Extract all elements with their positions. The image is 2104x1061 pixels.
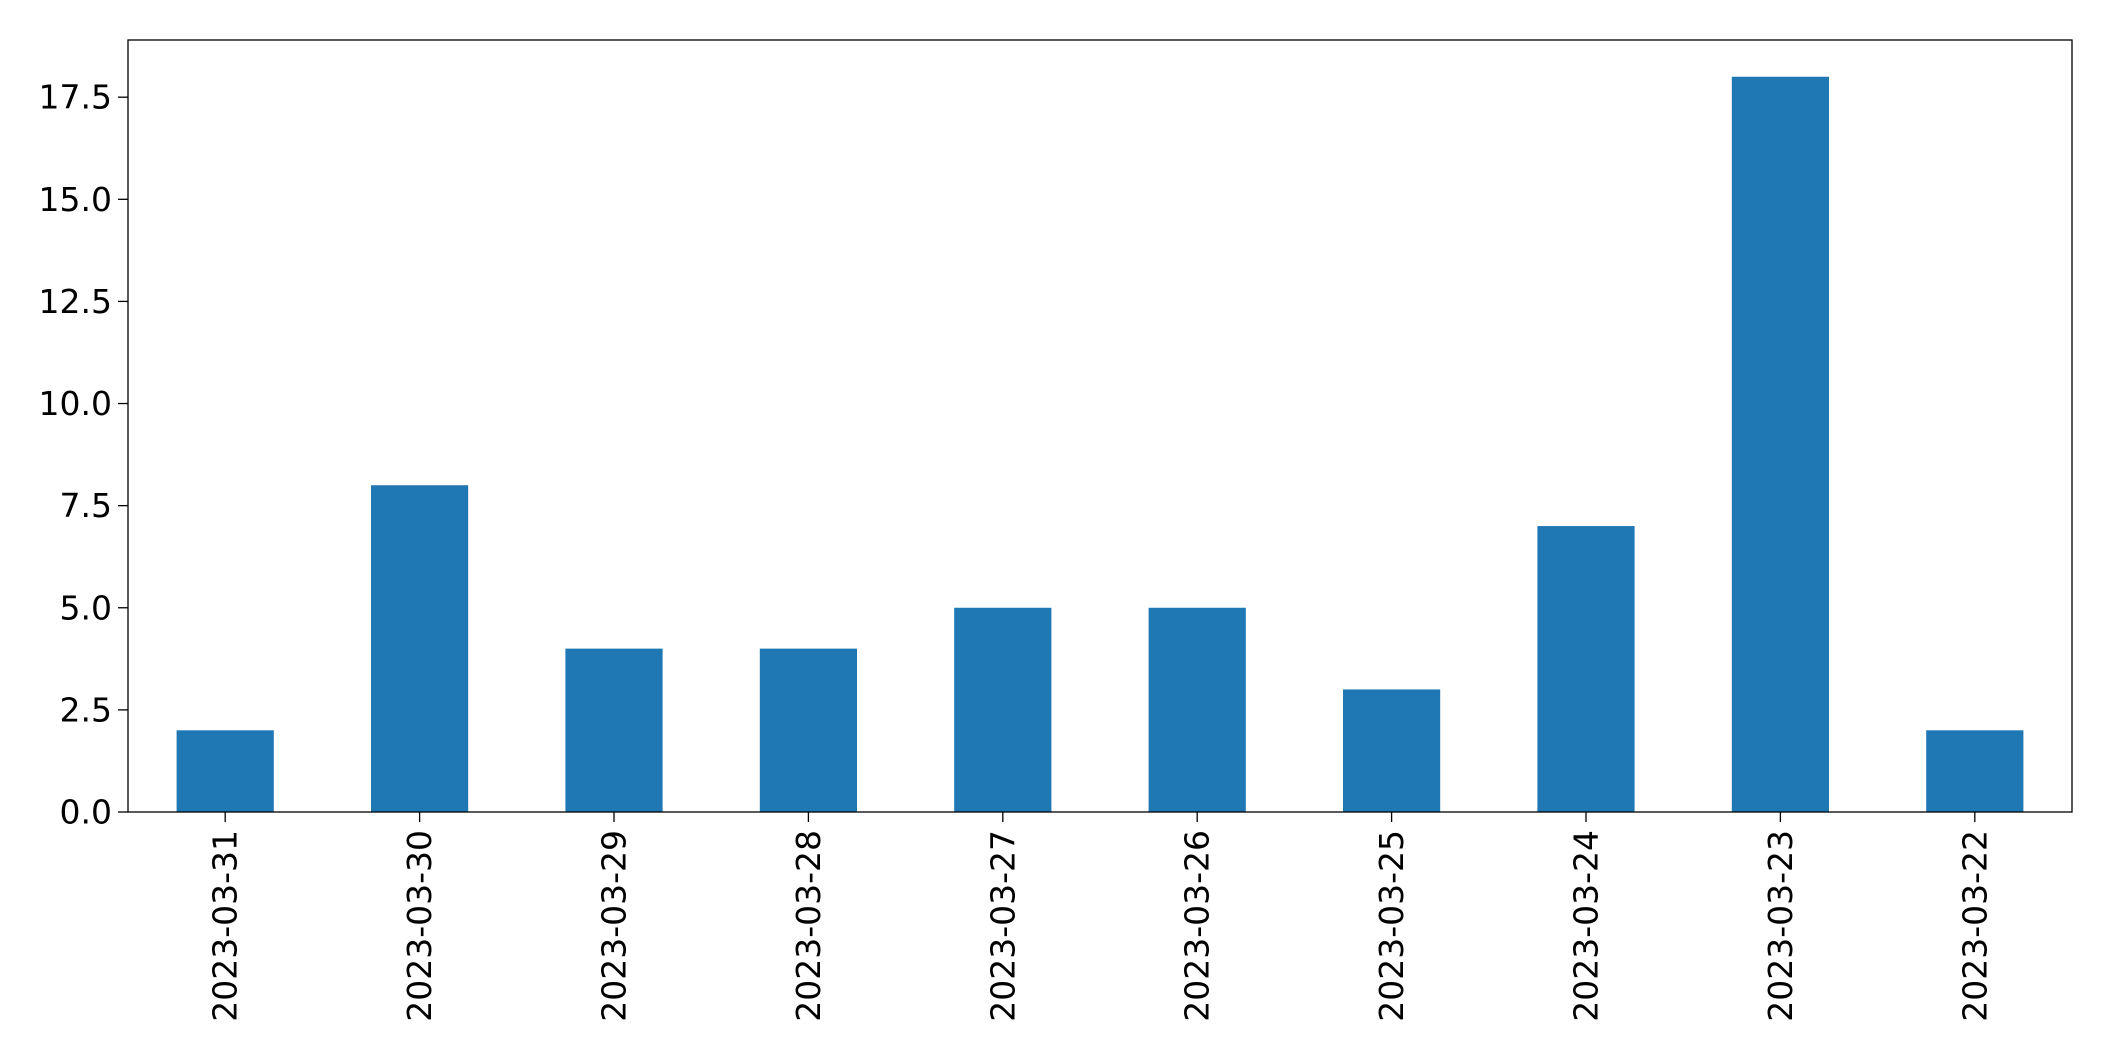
x-tick-label: 2023-03-23	[1761, 830, 1800, 1022]
x-tick-label: 2023-03-31	[206, 830, 245, 1022]
bars-group	[176, 76, 2024, 812]
x-tick-label: 2023-03-30	[400, 830, 439, 1022]
x-axis: 2023-03-31 2023-03-30 2023-03-29 2023-03-28…	[206, 812, 1994, 1022]
x-tick-label: 2023-03-25	[1372, 830, 1411, 1022]
bar	[1343, 689, 1441, 812]
y-tick-label: 2.5	[60, 690, 112, 729]
y-tick-label: 17.5	[39, 78, 112, 117]
y-tick-label: 0.0	[60, 793, 112, 832]
x-tick-label: 2023-03-26	[1178, 830, 1217, 1022]
x-tick-label: 2023-03-22	[1955, 830, 1994, 1022]
bar	[1537, 526, 1635, 812]
x-tick-label: 2023-03-29	[595, 830, 634, 1022]
bar	[176, 730, 274, 812]
bar	[1926, 730, 2024, 812]
bar	[954, 607, 1052, 812]
x-tick-label: 2023-03-27	[983, 830, 1022, 1022]
y-axis: 0.0 2.5 5.0 7.5 10.0 12.5 15.0 17.5	[39, 78, 128, 832]
bar	[565, 648, 663, 812]
bar	[371, 485, 469, 812]
bar	[1148, 607, 1246, 812]
y-tick-label: 12.5	[39, 282, 112, 321]
bar	[759, 648, 857, 812]
bar	[1731, 76, 1829, 812]
x-tick-label: 2023-03-28	[789, 830, 828, 1022]
y-tick-label: 5.0	[60, 588, 112, 627]
y-tick-label: 10.0	[39, 384, 112, 423]
y-tick-label: 7.5	[60, 486, 112, 525]
x-tick-label: 2023-03-24	[1567, 830, 1606, 1022]
y-tick-label: 15.0	[39, 180, 112, 219]
plot-frame	[127, 39, 2073, 813]
